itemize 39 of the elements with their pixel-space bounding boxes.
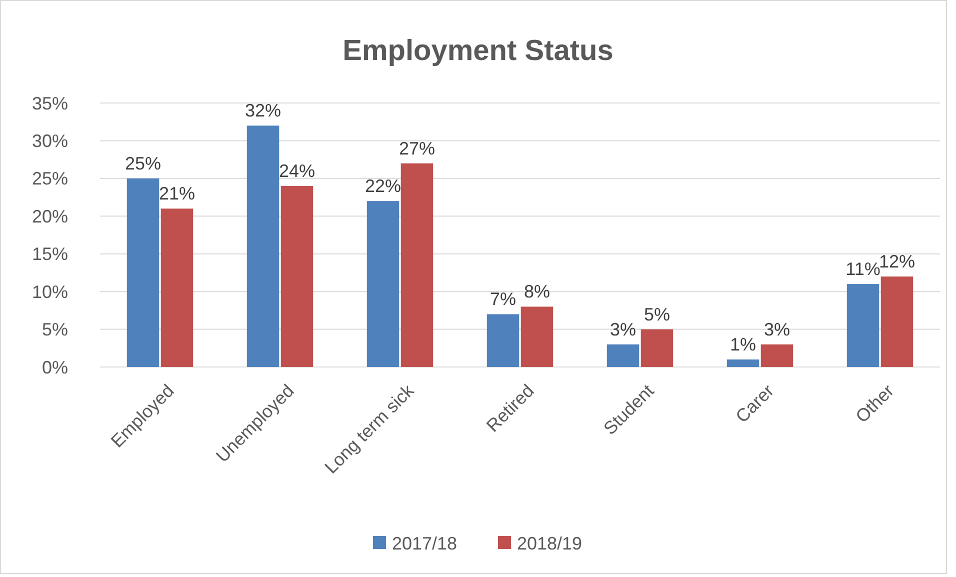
- y-tick-label: 10%: [32, 282, 68, 302]
- data-label: 3%: [610, 319, 636, 340]
- data-label: 5%: [644, 304, 670, 324]
- bar: [520, 306, 554, 367]
- y-tick-label: 35%: [32, 93, 68, 114]
- bar: [880, 276, 914, 367]
- bar: [640, 329, 674, 367]
- data-label: 8%: [524, 282, 550, 302]
- bar: [400, 163, 434, 367]
- y-tick-label: 5%: [42, 320, 68, 340]
- bar: [486, 314, 520, 367]
- data-label: 1%: [730, 334, 756, 354]
- data-label: 21%: [158, 184, 195, 204]
- bar: [280, 186, 314, 367]
- bar: [366, 201, 400, 367]
- data-label: 11%: [846, 259, 880, 280]
- bar: [606, 344, 640, 367]
- data-label: 27%: [398, 138, 435, 158]
- bar: [126, 178, 160, 367]
- y-tick-label: 15%: [32, 244, 68, 264]
- data-label: 24%: [278, 160, 315, 181]
- data-label: 22%: [365, 176, 402, 196]
- y-tick-label: 25%: [32, 168, 68, 189]
- bar: [726, 359, 760, 367]
- chart-title: Employment Status: [342, 35, 614, 67]
- data-label: 3%: [764, 319, 790, 340]
- y-tick-label: 30%: [32, 131, 68, 152]
- data-label: 32%: [245, 100, 282, 121]
- data-label: 25%: [125, 153, 162, 174]
- legend-label: 2017/18: [392, 533, 458, 554]
- legend-label: 2018/19: [517, 533, 582, 554]
- data-label: 7%: [490, 289, 516, 310]
- data-label: 12%: [878, 251, 915, 272]
- y-tick-label: 20%: [32, 206, 68, 226]
- bar: [760, 344, 794, 367]
- bar: [846, 284, 880, 367]
- bar: [160, 208, 194, 367]
- y-tick-label: 0%: [42, 357, 68, 378]
- bar: [246, 126, 280, 367]
